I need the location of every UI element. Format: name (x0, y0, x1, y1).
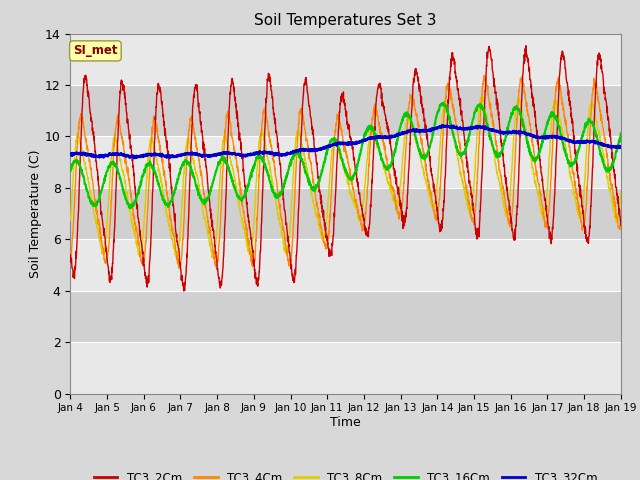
Text: SI_met: SI_met (73, 44, 118, 58)
Bar (70, 136, 621, 188)
Bar (70, 240, 621, 291)
Bar (70, 136, 621, 188)
Bar (70, 342, 621, 394)
X-axis label: Time: Time (330, 416, 361, 429)
Title: Soil Temperatures Set 3: Soil Temperatures Set 3 (254, 13, 437, 28)
Bar (70, 342, 621, 394)
Bar (70, 240, 621, 291)
Legend: TC3_2Cm, TC3_4Cm, TC3_8Cm, TC3_16Cm, TC3_32Cm: TC3_2Cm, TC3_4Cm, TC3_8Cm, TC3_16Cm, TC3… (89, 466, 602, 480)
Bar (70, 291, 621, 342)
Bar (70, 188, 621, 240)
Bar (70, 85, 621, 136)
Y-axis label: Soil Temperature (C): Soil Temperature (C) (29, 149, 42, 278)
Bar (70, 188, 621, 240)
Bar (70, 291, 621, 342)
Bar (70, 34, 621, 85)
Bar (70, 85, 621, 136)
Bar (70, 34, 621, 85)
